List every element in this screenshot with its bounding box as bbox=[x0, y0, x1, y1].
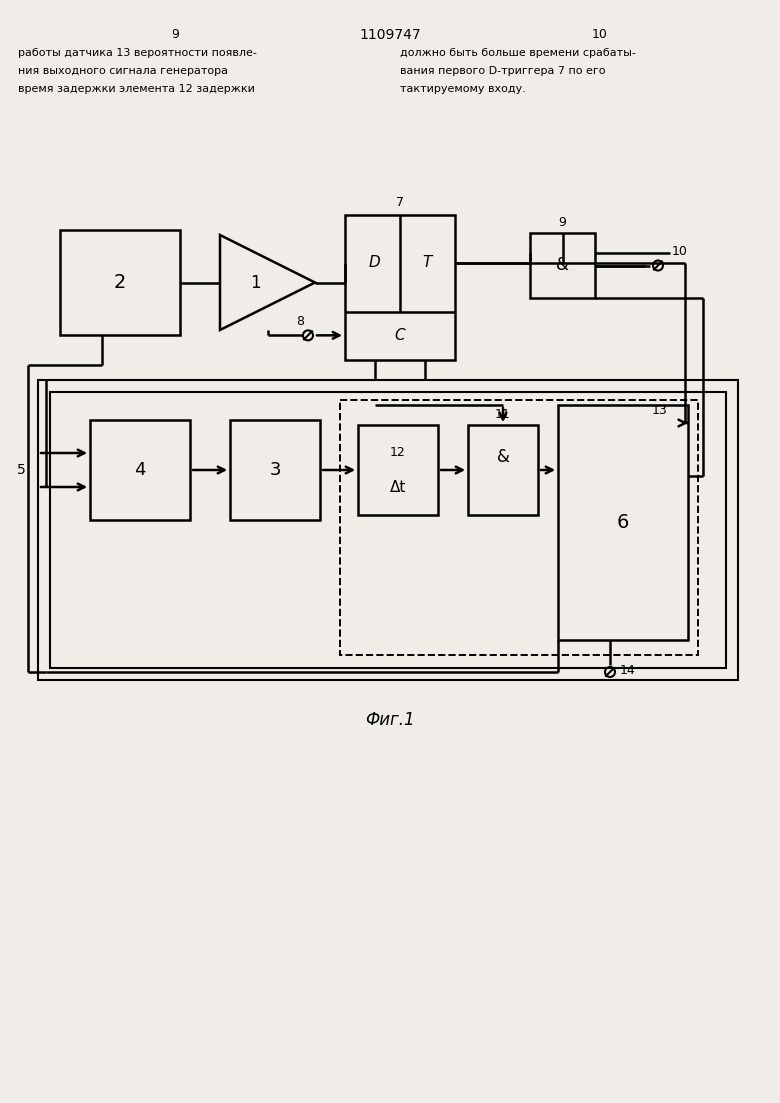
Bar bbox=[345, 215, 455, 360]
Bar bbox=[530, 233, 595, 298]
Text: 2: 2 bbox=[114, 274, 126, 292]
Text: 5: 5 bbox=[17, 463, 26, 476]
Text: 8: 8 bbox=[296, 314, 304, 328]
Bar bbox=[358, 425, 438, 515]
Bar bbox=[468, 425, 538, 515]
Text: 3: 3 bbox=[269, 461, 281, 479]
Text: 6: 6 bbox=[617, 513, 629, 532]
Text: Фиг.1: Фиг.1 bbox=[365, 711, 415, 729]
Text: 4: 4 bbox=[134, 461, 146, 479]
Text: 10: 10 bbox=[592, 28, 608, 41]
Bar bbox=[50, 392, 726, 668]
Text: &: & bbox=[556, 257, 569, 275]
Bar bbox=[340, 400, 698, 655]
Text: 11: 11 bbox=[495, 408, 511, 421]
Text: должно быть больше времени срабаты-: должно быть больше времени срабаты- bbox=[400, 49, 636, 58]
Text: Δt: Δt bbox=[390, 481, 406, 495]
Bar bbox=[38, 381, 738, 681]
Text: &: & bbox=[497, 448, 509, 465]
Bar bbox=[230, 420, 320, 520]
Text: 1: 1 bbox=[250, 274, 261, 291]
Text: время задержки элемента 12 задержки: время задержки элемента 12 задержки bbox=[18, 84, 255, 94]
Polygon shape bbox=[220, 235, 315, 330]
Bar bbox=[60, 231, 180, 335]
Text: D: D bbox=[369, 256, 381, 270]
Text: тактируемому входу.: тактируемому входу. bbox=[400, 84, 526, 94]
Bar bbox=[90, 420, 190, 520]
Text: C: C bbox=[395, 328, 406, 343]
Text: вания первого D-триггера 7 по его: вания первого D-триггера 7 по его bbox=[400, 66, 605, 76]
Text: T: T bbox=[423, 256, 432, 270]
Text: работы датчика 13 вероятности появле-: работы датчика 13 вероятности появле- bbox=[18, 49, 257, 58]
Bar bbox=[558, 405, 688, 640]
Text: 9: 9 bbox=[558, 216, 566, 229]
Text: ния выходного сигнала генератора: ния выходного сигнала генератора bbox=[18, 66, 228, 76]
Text: 12: 12 bbox=[390, 446, 406, 459]
Text: 9: 9 bbox=[171, 28, 179, 41]
Text: 13: 13 bbox=[651, 405, 667, 418]
Text: 14: 14 bbox=[620, 664, 636, 676]
Text: 7: 7 bbox=[396, 196, 404, 210]
Text: 10: 10 bbox=[672, 245, 688, 258]
Text: 1109747: 1109747 bbox=[359, 28, 421, 42]
